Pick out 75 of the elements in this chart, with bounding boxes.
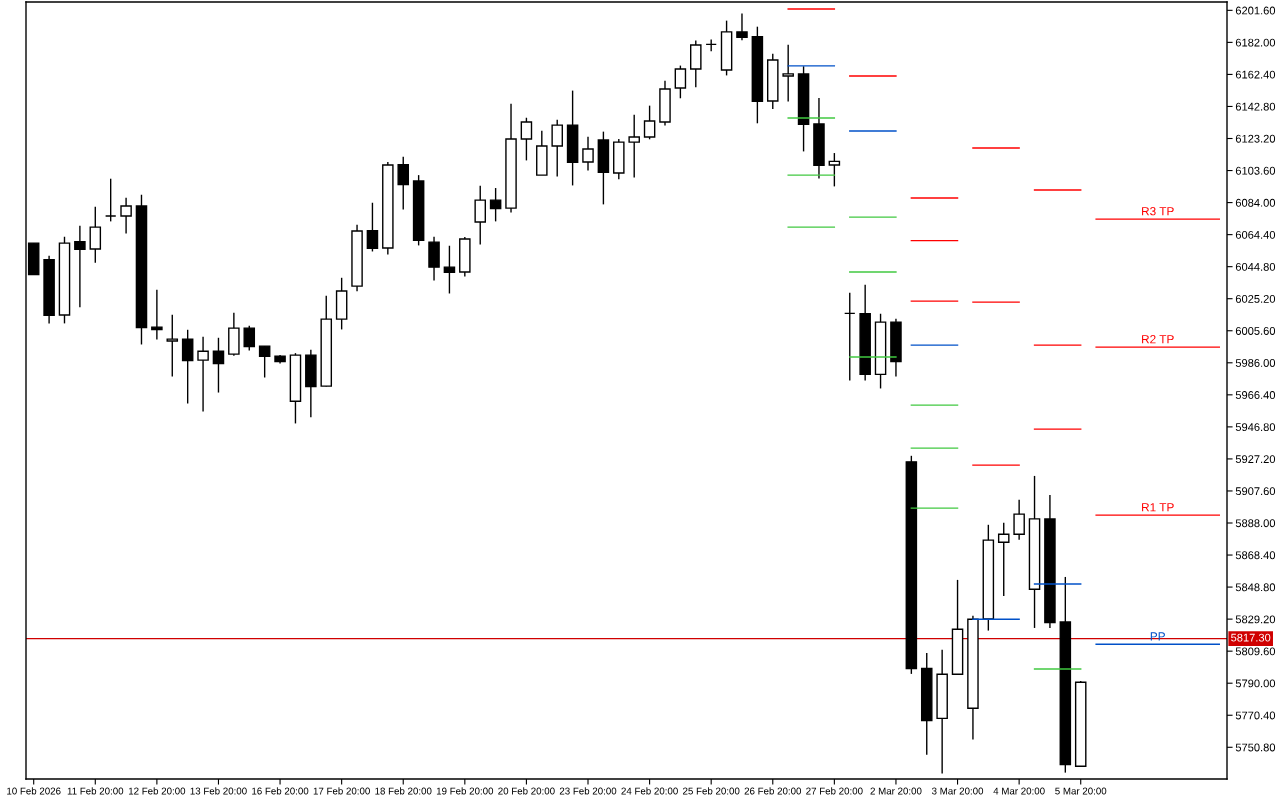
candlestick	[89, 205, 102, 264]
x-tick-label: 16 Feb 20:00	[252, 787, 309, 795]
x-tick-label: 13 Feb 20:00	[190, 787, 247, 795]
candlestick	[243, 325, 256, 352]
candlestick	[828, 152, 841, 188]
x-tick-label: 25 Feb 20:00	[683, 787, 740, 795]
y-tick-label: 6103.60	[1235, 166, 1276, 175]
x-tick-label: 19 Feb 20:00	[436, 787, 494, 795]
x-tick-label: 24 Feb 20:00	[621, 787, 678, 795]
y-tick-label: 5770.40	[1235, 711, 1276, 720]
y-tick-label: 5946.80	[1235, 423, 1276, 432]
candlestick	[489, 187, 502, 223]
candlestick	[120, 196, 132, 235]
series-label: R2 TP	[1142, 335, 1174, 344]
x-tick-label: 23 Feb 20:00	[559, 787, 617, 795]
candlestick	[197, 336, 209, 413]
candlestick	[166, 314, 179, 378]
y-tick-label: 5927.20	[1235, 455, 1276, 464]
y-tick-label: 5848.80	[1235, 583, 1276, 592]
candlestick	[74, 225, 86, 309]
candlestick	[151, 289, 163, 341]
y-tick-label: 5986.00	[1235, 359, 1276, 367]
candlestick	[181, 329, 194, 405]
x-tick-label: 10 Feb 2026	[7, 787, 61, 795]
candlestick	[736, 12, 748, 41]
x-tick-label: 12 Feb 20:00	[128, 787, 186, 795]
y-tick-label: 5868.40	[1235, 551, 1276, 560]
candlestick	[1013, 499, 1025, 541]
x-tick-label: 5 Mar 20:00	[1055, 787, 1107, 795]
candlestick	[474, 185, 487, 246]
y-tick-label: 6005.60	[1235, 327, 1276, 335]
candlestick	[582, 136, 594, 172]
x-tick-label: 3 Mar 20:00	[931, 787, 984, 795]
y-tick-label: 6182.00	[1235, 38, 1276, 47]
y-tick-label: 6123.20	[1235, 134, 1276, 143]
candlestick	[443, 245, 456, 295]
x-tick-label: 20 Feb 20:00	[498, 787, 555, 795]
y-tick-label: 5790.00	[1235, 679, 1276, 688]
candlestick	[104, 178, 117, 223]
candlestick	[782, 43, 794, 103]
y-tick-label: 5907.60	[1235, 487, 1276, 496]
x-tick-label: 2 Mar 20:00	[870, 787, 922, 795]
candlestick	[843, 292, 856, 382]
x-tick-label: 27 Feb 20:00	[806, 787, 863, 795]
y-tick-label: 6142.80	[1235, 102, 1276, 111]
candlestick	[551, 119, 563, 178]
x-tick-label: 11 Feb 20:00	[67, 787, 124, 795]
y-tick-label: 6064.40	[1235, 230, 1276, 239]
y-tick-label: 5750.80	[1235, 743, 1276, 752]
y-tick-label: 6044.80	[1235, 262, 1276, 271]
y-tick-label: 5966.40	[1235, 391, 1276, 399]
x-tick-label: 4 Mar 20:00	[993, 787, 1045, 795]
series-label: R1 TP	[1142, 503, 1174, 512]
candlestick	[705, 38, 717, 53]
y-tick-label: 5829.20	[1235, 615, 1276, 624]
candlestick	[366, 202, 379, 253]
x-tick-label: 17 Feb 20:00	[313, 787, 370, 795]
y-tick-label: 6084.00	[1235, 198, 1276, 207]
candlestick	[397, 155, 410, 211]
candlestick	[258, 345, 271, 379]
y-tick-label: 6162.40	[1235, 70, 1276, 79]
candlestick	[643, 104, 656, 141]
candlestick	[674, 64, 687, 99]
x-tick-label: 18 Feb 20:00	[375, 787, 432, 795]
candlestick	[628, 113, 640, 179]
series-label: R3 TP	[1142, 207, 1174, 216]
candlestick	[997, 522, 1010, 597]
candlestick	[520, 117, 533, 162]
candlestick	[212, 337, 225, 394]
x-tick-label: 26 Feb 20:00	[744, 787, 802, 795]
y-tick-label: 5888.00	[1235, 519, 1276, 528]
y-tick-label: 6201.60	[1235, 6, 1276, 15]
ref-line-label: 5817.30	[1231, 633, 1271, 642]
y-tick-label: 6025.20	[1235, 294, 1276, 303]
y-tick-label: 5809.60	[1235, 647, 1276, 656]
